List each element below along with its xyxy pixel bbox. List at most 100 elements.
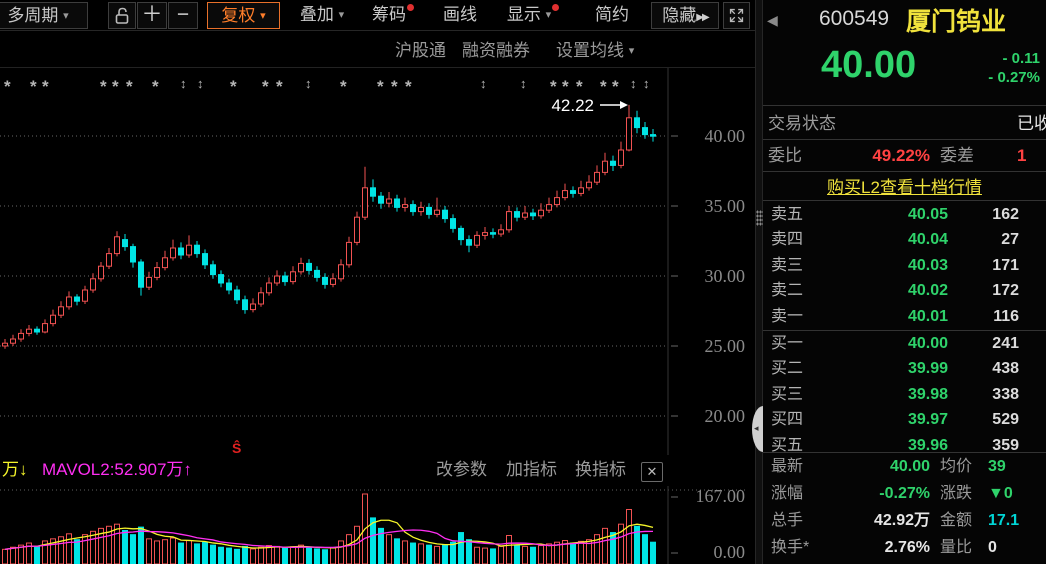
price-change: - 0.11 - 0.27% (958, 49, 1040, 87)
ask-row[interactable]: 卖四 40.04 27 (763, 227, 1046, 252)
edit-params-button[interactable]: 改参数 (436, 460, 487, 479)
chart-toolbar: 多周期 ▾ ＋ − 复权 ▾ 叠加 ▾ 筹码 画线 显示 ▾ 简约 隐藏▶▶ (0, 0, 755, 31)
trade-status-value: 已收 (1017, 114, 1046, 133)
mavol1-label: 万↓ (2, 460, 28, 479)
stat-value: 42.92万 (873, 512, 930, 529)
divider (763, 200, 1046, 201)
weibi-value: 49.22% (872, 146, 930, 165)
level-volume: 172 (992, 282, 1019, 300)
stat-row: 总手 42.92万 金额 17.1 (763, 507, 1046, 534)
svg-text:↕: ↕ (305, 76, 312, 91)
ask-row[interactable]: 卖二 40.02 172 (763, 278, 1046, 303)
zoom-in-button[interactable]: ＋ (137, 2, 167, 29)
bid-order-book: 买一 40.00 241 买二 39.99 438 买三 39.98 338 买四 3… (763, 331, 1046, 458)
svg-text:↕: ↕ (480, 76, 487, 91)
level-volume: 438 (992, 360, 1019, 378)
level-label: 买一 (771, 335, 804, 352)
stat-value: ▼0 (988, 485, 1013, 502)
notification-dot-icon (552, 4, 560, 11)
zoom-out-button[interactable]: − (168, 2, 198, 29)
svg-text:*: * (391, 77, 398, 96)
svg-text:*: * (152, 77, 159, 96)
svg-text:42.22: 42.22 (551, 96, 594, 115)
candlestick-chart[interactable]: 40.00 35.00 30.00 25.00 20.00 * * * * * * * ↕ ↕ * * * ↕ * *… (0, 68, 755, 455)
svg-text:*: * (100, 77, 107, 96)
overlay-dropdown[interactable]: 叠加 ▾ (289, 2, 355, 29)
svg-text:0.00: 0.00 (714, 542, 746, 562)
chips-label: 筹码 (372, 5, 406, 24)
divider (763, 452, 1046, 453)
stat-label: 金额 (940, 512, 973, 529)
chevron-down-icon: ▾ (338, 9, 345, 21)
simple-mode-button[interactable]: 简约 (584, 2, 640, 29)
bid-row[interactable]: 买三 39.98 338 (763, 382, 1046, 407)
bid-row[interactable]: 买二 39.99 438 (763, 356, 1046, 381)
stat-label: 均价 (940, 458, 973, 475)
level-price: 40.03 (907, 256, 948, 274)
stat-value: 39 (988, 458, 1006, 475)
lock-button[interactable] (108, 2, 136, 29)
level-volume: 162 (992, 206, 1019, 223)
switch-indicator-button[interactable]: 换指标 (575, 460, 626, 479)
stock-name: 厦门钨业 (906, 8, 1007, 36)
stat-row: 涨幅 -0.27% 涨跌 ▼0 (763, 480, 1046, 507)
level-price: 39.97 (907, 411, 948, 429)
level-label: 卖一 (771, 307, 804, 325)
level-label: 买二 (771, 360, 804, 378)
splitter-grip-icon[interactable] (756, 210, 763, 226)
display-dropdown[interactable]: 显示 ▾ (498, 2, 568, 29)
divider (763, 139, 1046, 140)
display-label: 显示 (506, 5, 541, 24)
chevron-down-icon: ▾ (260, 10, 266, 22)
level-price: 40.01 (907, 307, 948, 325)
stats-grid: 最新 40.00 均价 39 涨幅 -0.27% 涨跌 ▼0 总手 42.92万 金… (763, 453, 1046, 561)
double-arrow-right-icon: ▶▶ (696, 12, 709, 23)
fullscreen-button[interactable] (723, 2, 750, 29)
level-label: 买三 (771, 385, 804, 403)
fuquan-dropdown[interactable]: 复权 ▾ (207, 2, 280, 29)
weibi-row: 委比 49.22% 委差 1 (763, 142, 1046, 170)
svg-text:*: * (4, 77, 11, 96)
svg-text:*: * (600, 77, 607, 96)
drawline-button[interactable]: 画线 (436, 2, 484, 29)
ask-row[interactable]: 卖五 40.05 162 (763, 202, 1046, 227)
volume-chart[interactable]: 167.00 0.00 (0, 486, 755, 564)
level-price: 40.02 (907, 282, 948, 300)
svg-text:*: * (30, 77, 37, 96)
margin-trading-tag[interactable]: 融资融券 (462, 41, 530, 60)
svg-text:*: * (550, 77, 557, 96)
period-dropdown[interactable]: 多周期 ▾ (0, 2, 88, 29)
add-indicator-button[interactable]: 加指标 (506, 460, 557, 479)
panel-collapse-handle[interactable]: ◂ (752, 406, 763, 452)
close-indicator-button[interactable]: ✕ (641, 462, 663, 482)
level-price: 39.96 (907, 436, 948, 454)
svg-text:167.00: 167.00 (696, 486, 746, 506)
overlay-label: 叠加 (299, 5, 334, 24)
svg-text:35.00: 35.00 (705, 196, 746, 216)
svg-text:↕: ↕ (197, 76, 204, 91)
trade-status-label: 交易状态 (768, 114, 836, 133)
bid-row[interactable]: 买四 39.97 529 (763, 407, 1046, 432)
level-label: 卖四 (771, 231, 804, 249)
hide-button[interactable]: 隐藏▶▶ (651, 2, 719, 29)
chevron-left-icon: ◂ (754, 423, 759, 433)
chips-button[interactable]: 筹码 (364, 2, 422, 29)
level-volume: 171 (992, 256, 1019, 274)
change-percent: - 0.27% (988, 69, 1040, 86)
bid-row[interactable]: 买一 40.00 241 (763, 331, 1046, 356)
level-volume: 529 (992, 411, 1019, 429)
level-label: 卖三 (771, 256, 804, 274)
svg-text:*: * (230, 77, 237, 96)
back-arrow-icon[interactable]: ◀ (767, 12, 778, 28)
bid-row[interactable]: 买五 39.96 359 (763, 433, 1046, 458)
svg-text:40.00: 40.00 (705, 126, 746, 146)
level-price: 40.00 (907, 335, 948, 352)
ask-row[interactable]: 卖三 40.03 171 (763, 253, 1046, 278)
ma-settings-dropdown[interactable]: 设置均线 ▾ (556, 38, 634, 64)
buy-l2-link[interactable]: 购买L2查看十档行情 (827, 178, 982, 197)
ask-row[interactable]: 卖一 40.01 116 (763, 304, 1046, 329)
level-price: 39.98 (907, 385, 948, 403)
panel-splitter[interactable] (755, 0, 763, 564)
hugutong-tag[interactable]: 沪股通 (395, 41, 446, 60)
stat-label: 最新 (771, 458, 804, 475)
